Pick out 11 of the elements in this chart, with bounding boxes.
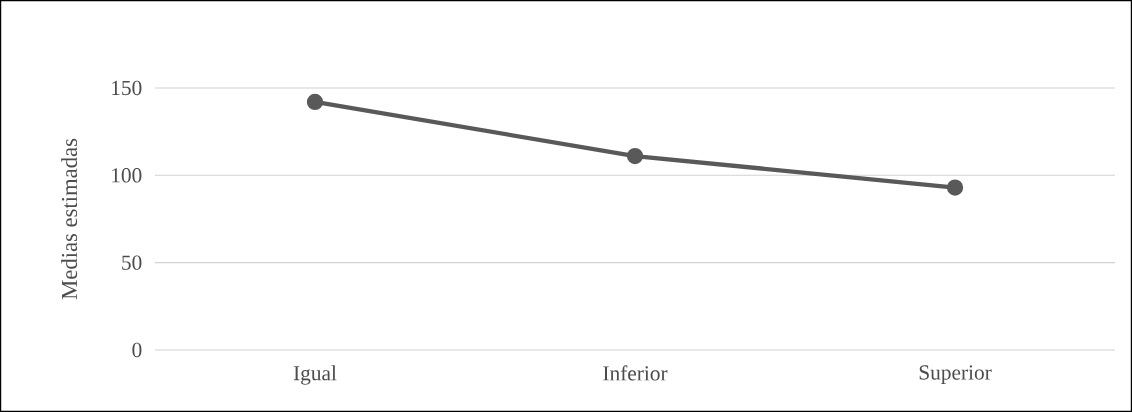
y-tick-label: 50 bbox=[122, 255, 142, 270]
y-axis-title: Medias estimadas bbox=[61, 138, 78, 300]
y-tick-label: 150 bbox=[112, 80, 142, 96]
point bbox=[946, 179, 964, 196]
point bbox=[306, 93, 324, 111]
y-tick-label: 0 bbox=[132, 342, 142, 358]
point bbox=[626, 147, 644, 165]
y-tick-label: 100 bbox=[112, 168, 142, 183]
x-tick-label: Inferior bbox=[603, 365, 668, 381]
x-tick-label: Superior bbox=[919, 365, 992, 385]
x-tick-label: Igual bbox=[293, 365, 337, 385]
